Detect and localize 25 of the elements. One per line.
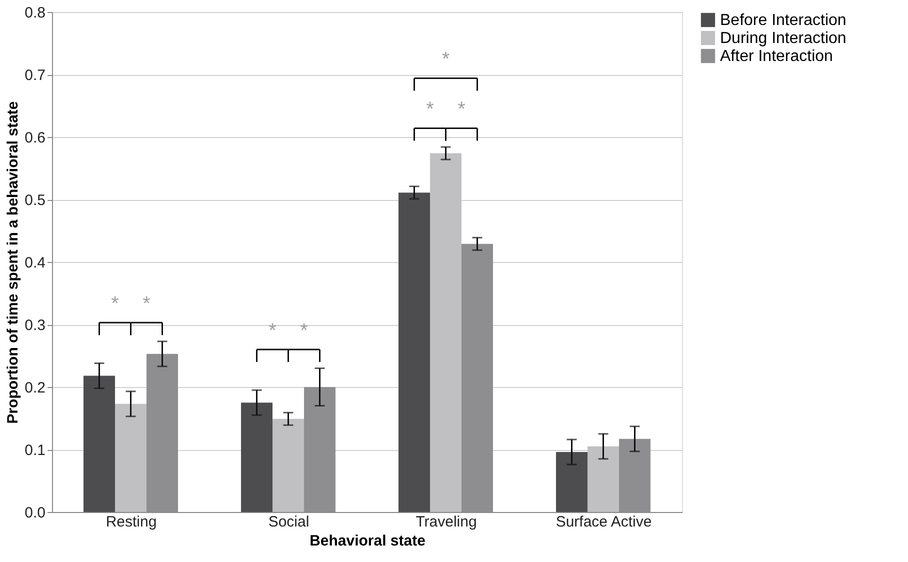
y-axis-title: Proportion of time spent in a behavioral state (4, 101, 22, 424)
y-tick-label: 0.5 (24, 192, 46, 209)
x-tick-label: Resting (106, 514, 157, 530)
annotation: * (268, 320, 277, 342)
annotation: * (458, 98, 466, 120)
x-tick-label: Traveling (416, 514, 477, 530)
x-axis-title: Behavioral state (310, 532, 426, 550)
x-tick-label: Social (268, 514, 310, 530)
y-tick-label: 0.3 (24, 317, 46, 334)
annotation: * (142, 292, 151, 315)
legend-label: After Interaction (720, 48, 833, 65)
x-tick-label: Surface Active (556, 514, 652, 530)
y-tick-label: 0.2 (24, 380, 46, 396)
y-tick-label: 0.1 (24, 442, 46, 459)
y-tick-label: 0.6 (24, 130, 46, 146)
legend-label: Before Interaction (720, 12, 846, 29)
y-tick-label: 0.7 (24, 67, 46, 84)
legend-label: During Interaction (720, 30, 846, 47)
annotation: * (111, 292, 120, 315)
annotation: * (426, 98, 434, 120)
y-tick-label: 0.8 (24, 4, 46, 22)
y-tick-label: 0.0 (24, 504, 46, 522)
annotation: * (442, 48, 450, 70)
y-tick-label: 0.4 (24, 254, 46, 272)
annotation: * (300, 320, 308, 342)
